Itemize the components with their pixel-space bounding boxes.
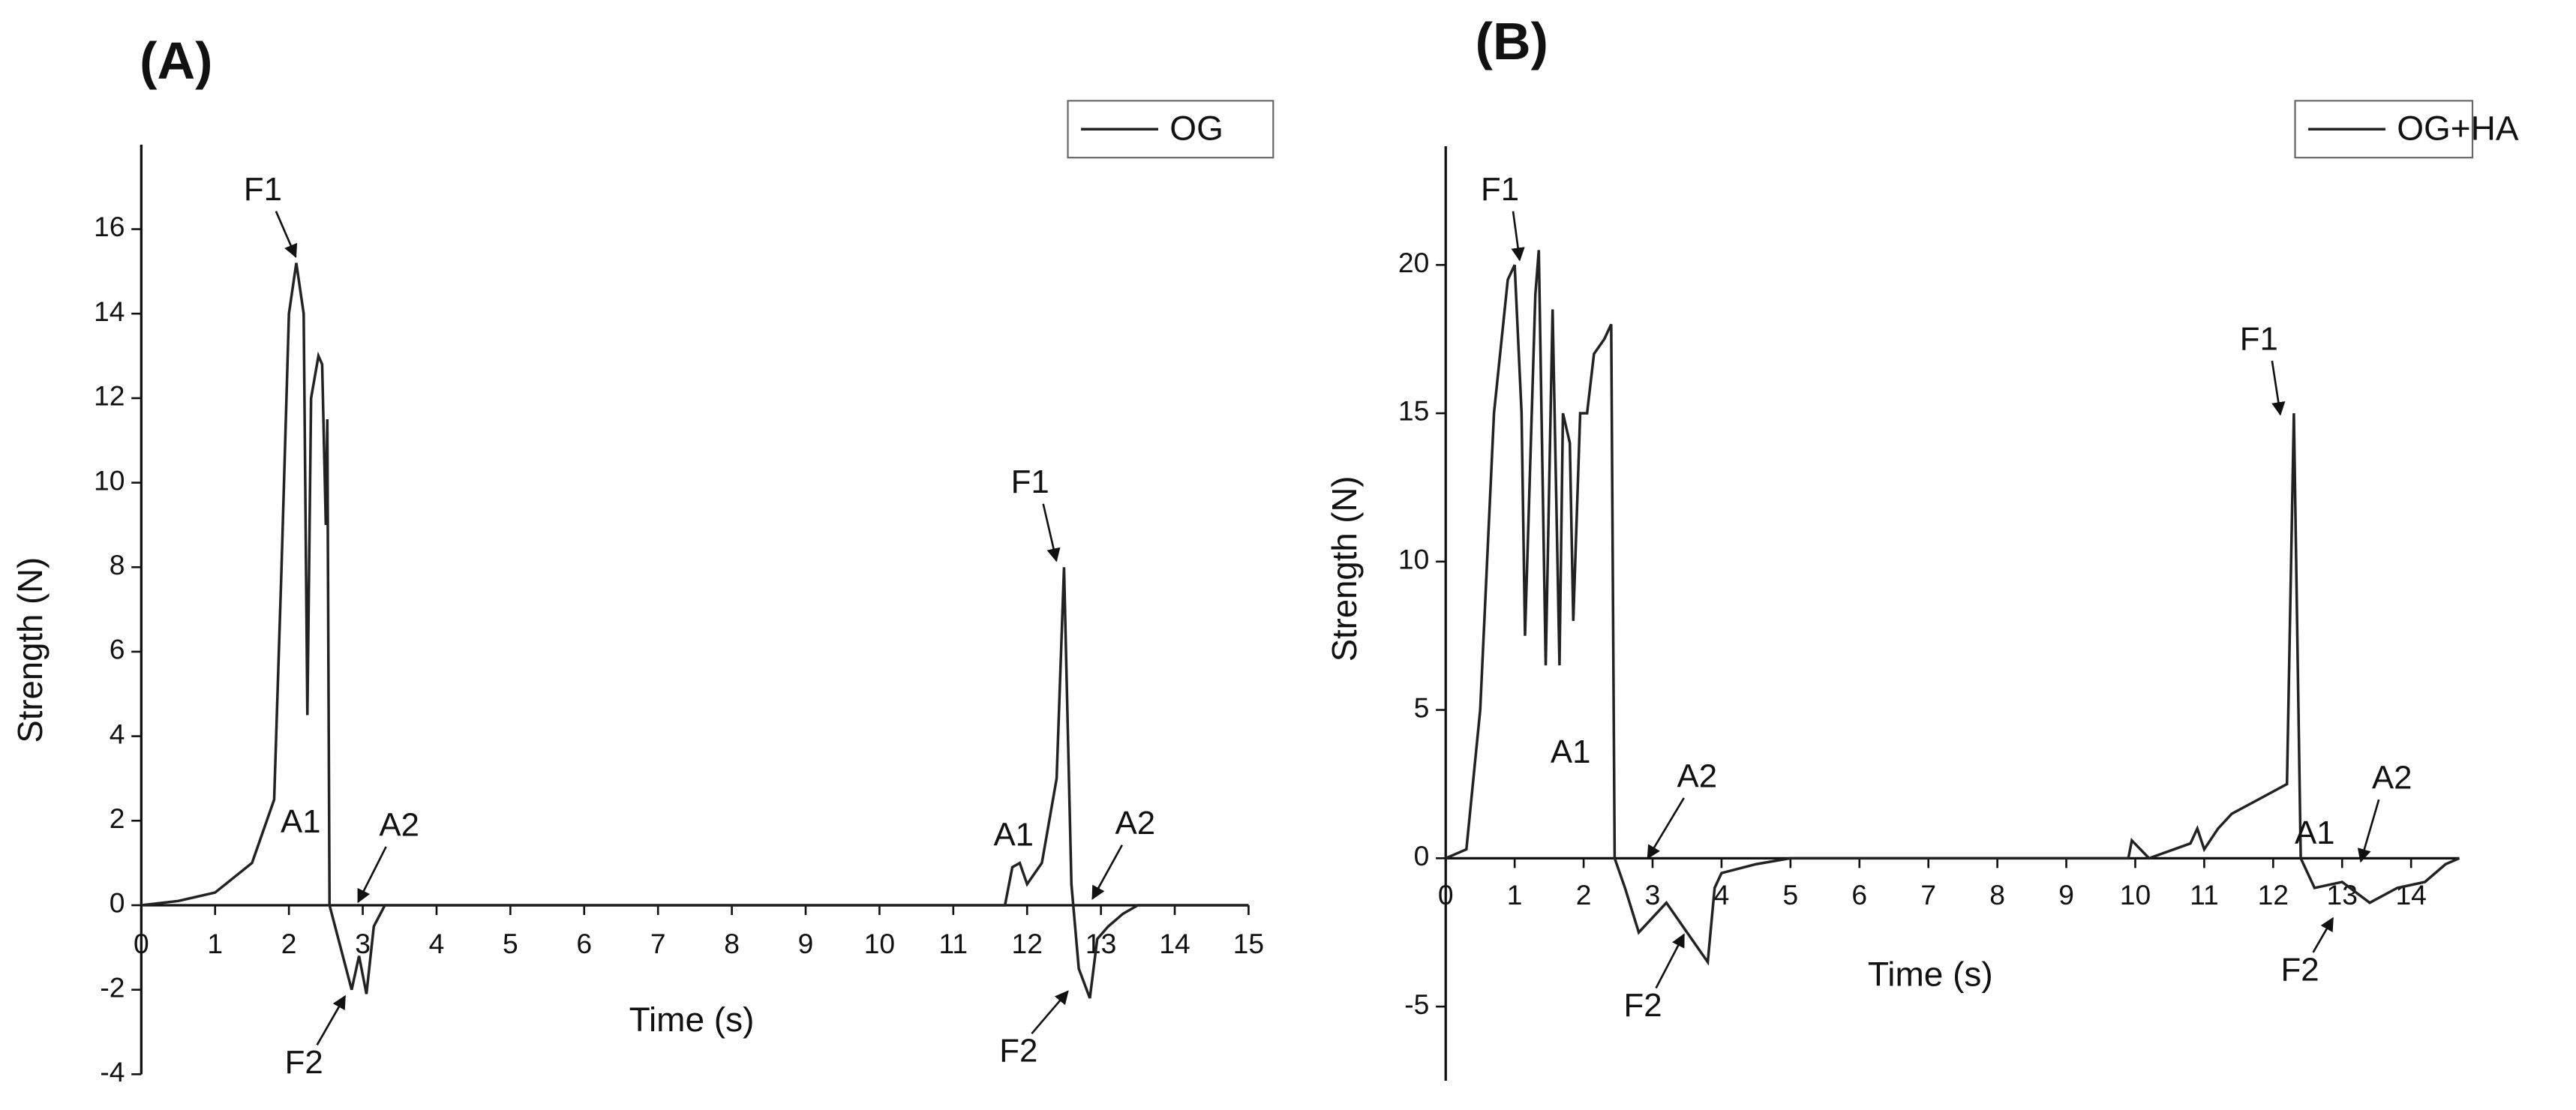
x-tick-label: 12 <box>2258 879 2289 910</box>
y-tick-label: -2 <box>100 972 125 1004</box>
y-tick-label: 0 <box>1414 840 1430 872</box>
x-tick-label: 14 <box>1159 928 1190 959</box>
annotation: A1 <box>281 804 321 840</box>
annotation-arrow <box>1091 844 1123 900</box>
y-tick-label: 14 <box>94 296 125 327</box>
annotation-arrow <box>316 994 347 1046</box>
x-tick-label: 5 <box>503 928 518 959</box>
x-tick-label: 9 <box>2058 879 2074 910</box>
annotation: F1 <box>1011 464 1049 500</box>
x-tick-label: 3 <box>355 928 371 959</box>
annotation-arrow <box>1042 503 1061 562</box>
x-tick-label: 9 <box>798 928 814 959</box>
annotation: A2 <box>379 808 419 844</box>
annotation: F2 <box>1623 988 1662 1024</box>
x-tick-label: 10 <box>2120 879 2151 910</box>
x-tick-label: 7 <box>1920 879 1936 910</box>
annotation-arrow <box>1031 990 1069 1034</box>
legend-label: OG <box>1169 110 1223 148</box>
x-tick-label: 8 <box>724 928 740 959</box>
x-tick-label: 11 <box>938 928 968 959</box>
y-axis-label: Strength (N) <box>1326 476 1364 662</box>
y-tick-label: 15 <box>1398 395 1429 427</box>
annotation-arrow <box>1647 797 1685 860</box>
x-tick-label: 3 <box>1645 879 1661 910</box>
x-tick-label: 0 <box>1438 879 1454 910</box>
x-tick-label: 8 <box>1989 879 2005 910</box>
annotation: F1 <box>244 172 282 208</box>
y-tick-label: 10 <box>94 464 125 496</box>
annotation: F2 <box>999 1034 1037 1070</box>
x-tick-label: 7 <box>650 928 666 959</box>
annotation-arrow <box>1655 933 1685 989</box>
x-tick-label: 6 <box>1851 879 1867 910</box>
annotation-arrow <box>357 846 387 904</box>
annotation: F2 <box>285 1045 323 1081</box>
annotation: A2 <box>1677 759 1718 795</box>
x-tick-label: 2 <box>1576 879 1592 910</box>
annotation: A1 <box>993 818 1034 854</box>
y-tick-label: 10 <box>1398 544 1429 575</box>
x-tick-label: 4 <box>429 928 445 959</box>
x-tick-label: 10 <box>864 928 895 959</box>
annotation: F1 <box>1481 172 1519 208</box>
annotation-arrow <box>2357 799 2380 863</box>
annotation-arrow <box>2312 916 2334 953</box>
y-tick-label: 0 <box>110 887 125 919</box>
annotation-arrow <box>1511 211 1525 262</box>
annotation-arrow <box>2271 360 2286 416</box>
x-tick-label: 5 <box>1783 879 1799 910</box>
y-tick-label: -4 <box>100 1056 125 1088</box>
annotation: A1 <box>2295 815 2335 851</box>
panel-title: (A) <box>140 32 212 90</box>
legend-label: OG+HA <box>2397 110 2519 148</box>
x-tick-label: 6 <box>576 928 592 959</box>
x-tick-label: 13 <box>1085 928 1116 959</box>
x-tick-label: 12 <box>1012 928 1043 959</box>
data-line <box>1445 250 2460 966</box>
annotation: A2 <box>2372 760 2412 796</box>
y-axis-label: Strength (N) <box>11 557 50 743</box>
y-tick-label: -5 <box>1404 988 1429 1020</box>
annotation-arrow <box>275 211 298 259</box>
y-tick-label: 8 <box>110 549 125 580</box>
y-tick-label: 5 <box>1414 692 1430 723</box>
panel-title: (B) <box>1476 12 1548 70</box>
x-axis-label: Time (s) <box>629 1000 755 1039</box>
data-line <box>141 262 1249 999</box>
y-tick-label: 2 <box>110 802 125 834</box>
annotation: A1 <box>1551 734 1591 770</box>
x-tick-label: 15 <box>1233 928 1264 959</box>
x-axis-label: Time (s) <box>1868 956 1993 994</box>
y-tick-label: 16 <box>94 211 125 242</box>
x-tick-label: 4 <box>1714 879 1730 910</box>
x-tick-label: 0 <box>134 928 149 959</box>
y-tick-label: 4 <box>110 718 125 750</box>
x-tick-label: 2 <box>281 928 297 959</box>
x-tick-label: 1 <box>1507 879 1523 910</box>
y-tick-label: 6 <box>110 634 125 665</box>
x-tick-label: 11 <box>2190 879 2219 910</box>
annotation: F1 <box>2240 322 2278 358</box>
y-tick-label: 20 <box>1398 247 1429 278</box>
annotation: A2 <box>1115 806 1156 842</box>
annotation: F2 <box>2281 952 2319 988</box>
y-tick-label: 12 <box>94 380 125 412</box>
x-tick-label: 1 <box>207 928 223 959</box>
